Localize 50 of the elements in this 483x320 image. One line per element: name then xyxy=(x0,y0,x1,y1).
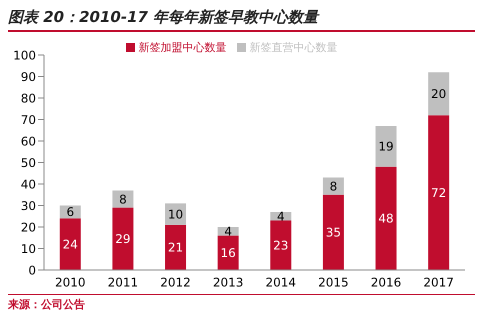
data-label: 20 xyxy=(431,86,446,101)
y-tick-label: 40 xyxy=(20,177,36,192)
x-tick-label: 2014 xyxy=(266,276,296,290)
data-label: 8 xyxy=(119,192,127,206)
bar xyxy=(428,115,450,270)
data-label: 19 xyxy=(378,140,394,154)
data-label: 4 xyxy=(224,224,232,239)
data-label: 48 xyxy=(378,212,394,226)
y-tick-label: 90 xyxy=(20,70,36,84)
data-label: 4 xyxy=(276,210,285,224)
data-label: 21 xyxy=(168,240,184,255)
x-tick-label: 2012 xyxy=(160,276,191,290)
legend-label: 新签直营中心数量 xyxy=(250,41,338,54)
bar xyxy=(376,126,397,167)
data-label: 16 xyxy=(220,246,236,260)
bar xyxy=(376,166,397,270)
y-tick-label: 60 xyxy=(20,134,36,148)
data-label: 24 xyxy=(62,237,78,252)
y-tick-label: 10 xyxy=(20,242,36,256)
data-label: 35 xyxy=(326,226,342,240)
data-label: 23 xyxy=(273,238,288,253)
data-label: 6 xyxy=(66,205,74,220)
bar xyxy=(270,220,292,270)
y-tick-label: 20 xyxy=(20,220,36,234)
data-label: 72 xyxy=(431,186,446,200)
source-note: 来源：公司公告 xyxy=(8,294,475,312)
x-tick-label: 2015 xyxy=(318,276,349,290)
bar xyxy=(428,72,450,116)
bar xyxy=(322,178,344,195)
data-label: 29 xyxy=(115,232,131,246)
x-tick-label: 2011 xyxy=(108,276,138,290)
chart-title: 图表 20：2010-17 年每年新签早教中心数量 xyxy=(8,8,475,32)
data-label: 8 xyxy=(330,179,338,194)
y-tick-label: 100 xyxy=(13,48,36,62)
legend-label: 新签加盟中心数量 xyxy=(138,41,226,54)
x-tick-label: 2016 xyxy=(370,276,402,290)
x-tick-label: 2010 xyxy=(55,276,86,290)
bar xyxy=(218,236,239,270)
y-tick-label: 50 xyxy=(20,156,36,170)
x-tick-label: 2013 xyxy=(212,276,244,290)
data-label: 10 xyxy=(168,207,184,222)
y-tick-label: 30 xyxy=(20,198,36,213)
bar xyxy=(165,224,186,270)
bar xyxy=(112,208,134,270)
y-tick-label: 0 xyxy=(28,263,36,278)
bar xyxy=(60,218,81,270)
bar xyxy=(322,194,344,270)
x-tick-label: 2017 xyxy=(423,276,454,290)
y-tick-label: 80 xyxy=(20,91,36,106)
y-tick-label: 70 xyxy=(20,112,36,127)
